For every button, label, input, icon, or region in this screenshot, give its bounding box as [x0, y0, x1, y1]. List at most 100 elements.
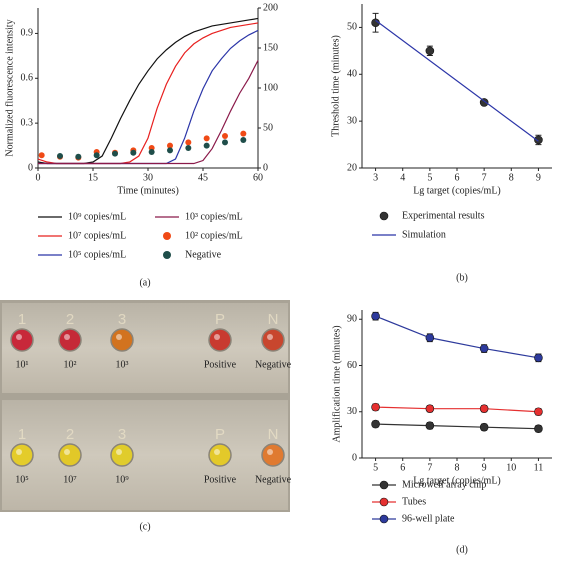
series-line [375, 423, 539, 430]
well-label: 10¹ [16, 359, 29, 370]
legend-marker [379, 480, 389, 490]
x-tick-label: 30 [143, 172, 153, 183]
well-label: 10⁷ [63, 474, 77, 485]
legend-label: Negative [185, 249, 222, 260]
y-tick-label: 0.9 [21, 28, 34, 39]
data-point [203, 135, 210, 142]
y2-tick-label: 50 [263, 122, 273, 133]
well-number: N [268, 426, 279, 443]
well [10, 328, 34, 352]
well [58, 443, 82, 467]
y-tick-label: 0.6 [21, 73, 34, 84]
well-highlight [214, 449, 220, 455]
panel-label: (c) [139, 521, 150, 532]
legend-marker [379, 514, 389, 524]
y2-tick-label: 0 [263, 162, 268, 173]
series-line [375, 406, 539, 413]
y2-tick-label: 150 [263, 42, 278, 53]
well-label: Positive [204, 359, 237, 370]
well-number: 1 [18, 426, 26, 443]
x-tick-label: 8 [509, 172, 514, 183]
data-point [534, 353, 543, 363]
y-axis-label: Amplification time (minutes) [331, 325, 342, 442]
data-point [479, 404, 489, 413]
y-tick-label: 50 [347, 22, 357, 33]
x-tick-label: 10 [506, 462, 516, 473]
well-number: P [215, 426, 225, 443]
series-line [375, 19, 539, 142]
x-tick-label: 3 [373, 172, 378, 183]
panel-label: (b) [456, 272, 468, 283]
data-point [130, 149, 137, 156]
legend-label: 10⁵ copies/mL [68, 249, 126, 260]
well-number: 2 [66, 426, 74, 443]
well [261, 443, 285, 467]
legend-marker [379, 211, 389, 221]
well-highlight [64, 334, 70, 340]
well [10, 443, 34, 467]
well-highlight [116, 334, 122, 340]
data-point [371, 419, 380, 429]
legend-label: 10⁷ copies/mL [68, 230, 126, 241]
x-tick-label: 45 [198, 172, 208, 183]
data-point [185, 139, 192, 146]
well-highlight [64, 449, 70, 455]
well [110, 443, 134, 467]
x-tick-label: 11 [534, 462, 544, 473]
well-highlight [214, 334, 220, 340]
x-axis-label: Lg target (copies/mL) [413, 475, 501, 486]
well-number: 3 [118, 311, 126, 328]
x-axis-label: Lg target (copies/mL) [413, 185, 501, 196]
data-point [167, 142, 173, 149]
x-tick-label: 8 [455, 462, 460, 473]
well-number: 3 [118, 426, 126, 443]
legend-label: Experimental results [402, 210, 485, 221]
chip-strip [2, 400, 288, 510]
well-number: 2 [66, 311, 74, 328]
well-label: 10³ [116, 359, 129, 370]
data-point [93, 152, 100, 159]
x-axis-label: Time (minutes) [117, 185, 179, 196]
data-point [222, 139, 228, 146]
series-line [375, 315, 539, 359]
data-point [203, 142, 210, 149]
y-axis-label: Threshold time (minutes) [330, 35, 341, 137]
legend-label: 96-well plate [402, 513, 455, 524]
x-tick-label: 5 [373, 462, 378, 473]
well-number: N [268, 311, 279, 328]
legend-marker [163, 251, 171, 259]
y-tick-label: 0 [28, 162, 33, 173]
x-tick-label: 6 [400, 462, 405, 473]
data-point [479, 344, 489, 353]
legend-label: 10³ copies/mL [185, 211, 243, 222]
legend-label: Microwell array chip [402, 479, 486, 490]
data-point [240, 137, 247, 143]
data-point [534, 407, 543, 417]
well [208, 443, 232, 467]
data-point [479, 98, 489, 107]
chip-strip [2, 303, 288, 393]
data-point [371, 402, 380, 412]
y-tick-label: 0 [352, 452, 357, 463]
well-label: 10⁵ [15, 474, 29, 485]
data-point [240, 130, 247, 137]
legend-marker [163, 232, 171, 240]
well [208, 328, 232, 352]
y-tick-label: 60 [347, 360, 357, 371]
x-tick-label: 5 [427, 172, 432, 183]
legend-marker [379, 497, 389, 507]
data-point [167, 147, 173, 154]
legend-label: Simulation [402, 229, 446, 240]
data-point [479, 422, 489, 432]
data-point [185, 145, 192, 151]
y-axis-label: Normalized fluorescence intensity [4, 19, 15, 156]
x-tick-label: 0 [36, 172, 41, 183]
data-point [534, 135, 543, 145]
well [110, 328, 134, 352]
y2-tick-label: 200 [263, 2, 278, 13]
x-tick-label: 7 [427, 462, 432, 473]
x-tick-label: 7 [482, 172, 487, 183]
panel-label: (a) [139, 277, 150, 288]
data-point [425, 333, 435, 343]
